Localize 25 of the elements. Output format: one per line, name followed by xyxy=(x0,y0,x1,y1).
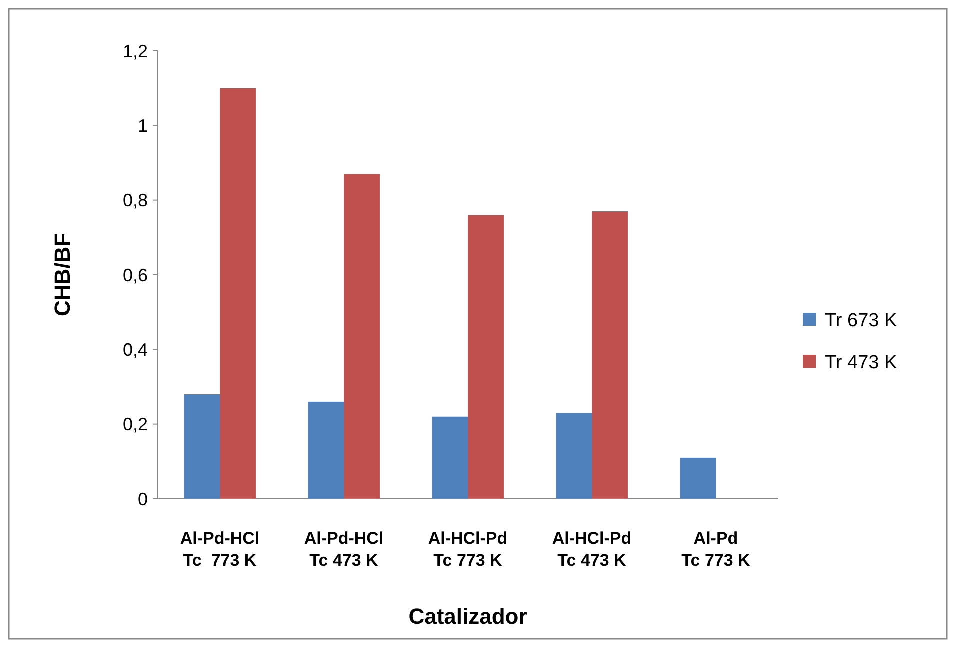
y-tick-label: 0 xyxy=(138,489,148,510)
bar xyxy=(592,212,628,499)
y-tick-label: 0,6 xyxy=(122,265,148,286)
x-tick-label: Al-HCl-Pd Tc 473 K xyxy=(552,529,632,570)
legend-label: Tr 673 K xyxy=(825,310,898,332)
x-tick-label: Al-HCl-Pd Tc 773 K xyxy=(428,529,508,570)
bar xyxy=(432,416,468,499)
y-axis-title: CHB/BF xyxy=(50,233,75,317)
x-axis-title: Catalizador xyxy=(408,604,528,629)
legend-label: Tr 473 K xyxy=(825,352,898,374)
bar xyxy=(184,394,220,499)
y-tick-label: 1 xyxy=(138,116,148,136)
y-tick-label: 0,4 xyxy=(122,340,148,360)
bar xyxy=(680,458,716,499)
y-tick-label: 0,2 xyxy=(122,414,148,435)
bar xyxy=(468,215,504,499)
bar xyxy=(556,413,592,499)
bar xyxy=(220,88,256,499)
y-tick-label: 1,2 xyxy=(122,41,148,62)
bar xyxy=(308,402,344,499)
y-tick-label: 0,8 xyxy=(122,190,148,211)
x-tick-label: Al-Pd-HCl Tc 773 K xyxy=(180,529,260,570)
bar xyxy=(344,174,380,499)
x-tick-label: Al-Pd Tc 773 K xyxy=(682,529,752,570)
x-tick-label: Al-Pd-HCl Tc 473 K xyxy=(304,529,384,570)
